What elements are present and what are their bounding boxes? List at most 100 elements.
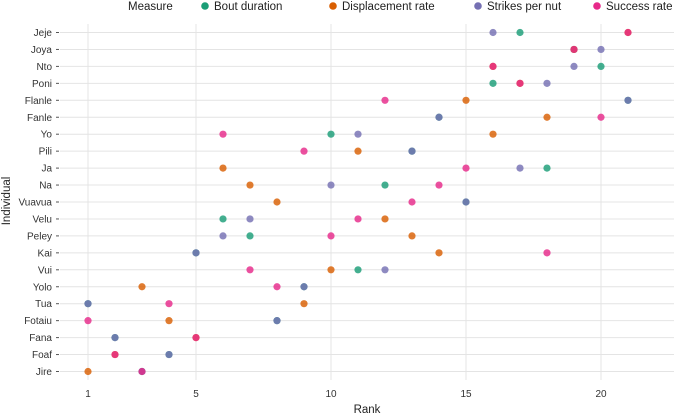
data-point: [354, 266, 362, 274]
data-point: [489, 79, 497, 87]
y-tick-label: Fotaiu: [24, 316, 52, 327]
data-point: [219, 215, 227, 223]
legend-swatch: [474, 2, 482, 10]
y-tick-label: Kai: [38, 248, 52, 259]
data-point: [246, 266, 254, 274]
data-point: [462, 198, 470, 206]
legend: Measure Bout duration Displacement rate Str…: [128, 1, 672, 13]
y-tick-label: Foaf: [32, 350, 52, 361]
grid-layer: [60, 24, 674, 380]
data-point: [138, 367, 146, 376]
y-tick-label: Jire: [36, 367, 53, 378]
x-tick-label: 1: [85, 389, 91, 400]
data-point: [462, 96, 470, 104]
data-point: [381, 96, 389, 104]
data-point: [462, 164, 470, 172]
data-point: [84, 300, 92, 308]
data-point: [408, 232, 416, 240]
data-point: [300, 300, 308, 308]
data-point: [408, 147, 416, 155]
y-tick-label: Tua: [35, 299, 52, 310]
data-point: [543, 79, 551, 87]
data-point: [219, 130, 227, 138]
data-point: [516, 164, 524, 172]
y-tick-label: Vui: [38, 265, 52, 276]
data-point: [219, 164, 227, 172]
y-tick-label: Poni: [32, 79, 52, 90]
data-point: [165, 317, 173, 325]
legend-item-label: Displacement rate: [342, 1, 435, 13]
data-point: [597, 113, 605, 121]
y-tick-label: Vuavua: [18, 198, 52, 209]
y-axis: Jeje Joya Nto Poni Flanle Fanle Yo Pili Ja Na Vuav…: [18, 28, 59, 378]
data-point: [489, 130, 497, 138]
y-tick-label: Na: [39, 181, 52, 192]
data-point: [435, 249, 443, 257]
data-point: [597, 45, 605, 54]
y-tick-label: Yo: [41, 130, 53, 141]
y-tick-label: Jeje: [34, 28, 53, 39]
x-tick-label: 20: [595, 389, 607, 400]
legend-item-label: Success rate: [606, 1, 672, 13]
data-point: [570, 62, 578, 70]
data-point: [138, 283, 146, 291]
data-point: [516, 79, 524, 87]
data-point: [435, 113, 443, 121]
data-point: [192, 249, 200, 257]
legend-swatch: [329, 2, 337, 10]
data-point: [219, 232, 227, 240]
legend-swatch: [593, 2, 601, 10]
y-tick-label: Fanle: [27, 113, 52, 124]
y-tick-label: Pili: [39, 147, 52, 158]
y-tick-label: Yolo: [33, 282, 53, 293]
data-point: [192, 334, 200, 342]
y-tick-label: Flanle: [25, 96, 53, 107]
data-point: [327, 266, 335, 274]
data-point: [273, 283, 281, 291]
points-layer: [84, 28, 632, 376]
legend-title: Measure: [128, 1, 173, 13]
data-point: [489, 62, 497, 70]
data-point: [354, 147, 362, 155]
data-point: [273, 198, 281, 206]
y-axis-title: Individual: [1, 177, 13, 226]
data-point: [300, 283, 308, 291]
y-tick-label: Joya: [31, 45, 53, 56]
data-point: [273, 317, 281, 325]
y-tick-label: Fana: [29, 333, 52, 344]
x-axis: 1 5 10 15 20: [85, 389, 607, 400]
data-point: [543, 249, 551, 257]
data-point: [327, 130, 335, 138]
legend-item-label: Strikes per nut: [487, 1, 562, 13]
data-point: [165, 300, 173, 308]
data-point: [597, 62, 605, 70]
data-point: [246, 215, 254, 223]
data-point: [165, 350, 173, 359]
legend-swatch: [201, 2, 209, 10]
data-point: [435, 181, 443, 189]
y-tick-label: Velu: [33, 214, 52, 225]
data-point: [543, 164, 551, 172]
data-point: [111, 350, 119, 359]
data-point: [84, 317, 92, 325]
data-point: [381, 266, 389, 274]
y-tick-label: Peley: [27, 231, 52, 242]
data-point: [489, 28, 497, 37]
data-point: [327, 232, 335, 240]
data-point: [354, 130, 362, 138]
data-point: [543, 113, 551, 121]
x-tick-label: 15: [460, 389, 472, 400]
data-point: [84, 367, 92, 376]
data-point: [381, 215, 389, 223]
data-point: [408, 198, 416, 206]
data-point: [570, 45, 578, 54]
data-point: [327, 181, 335, 189]
data-point: [516, 28, 524, 37]
x-tick-label: 10: [325, 389, 337, 400]
x-axis-title: Rank: [354, 404, 381, 416]
data-point: [300, 147, 308, 155]
data-point: [624, 28, 632, 37]
data-point: [354, 215, 362, 223]
data-point: [624, 96, 632, 104]
